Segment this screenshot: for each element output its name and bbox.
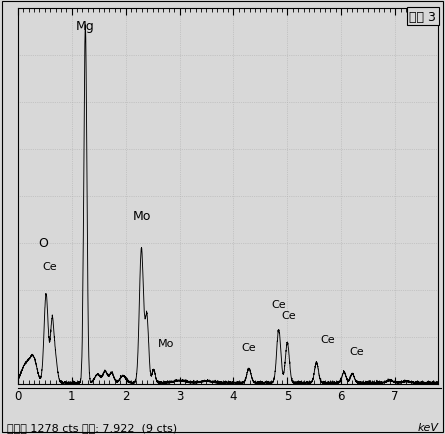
Text: Ce: Ce bbox=[281, 310, 296, 320]
Text: Ce: Ce bbox=[349, 346, 364, 356]
Text: Mg: Mg bbox=[76, 20, 95, 33]
Text: 谱图 3: 谱图 3 bbox=[409, 10, 436, 23]
Text: Ce: Ce bbox=[271, 299, 286, 309]
Text: Ce: Ce bbox=[43, 262, 57, 272]
Text: O: O bbox=[39, 236, 49, 249]
Text: Mo: Mo bbox=[133, 210, 151, 223]
Text: Ce: Ce bbox=[241, 342, 256, 352]
Text: Mo: Mo bbox=[158, 339, 174, 349]
Text: keV: keV bbox=[417, 422, 438, 432]
Text: 满量程 1278 cts 光标: 7.922  (9 cts): 满量程 1278 cts 光标: 7.922 (9 cts) bbox=[7, 422, 177, 432]
Text: Ce: Ce bbox=[321, 335, 336, 345]
